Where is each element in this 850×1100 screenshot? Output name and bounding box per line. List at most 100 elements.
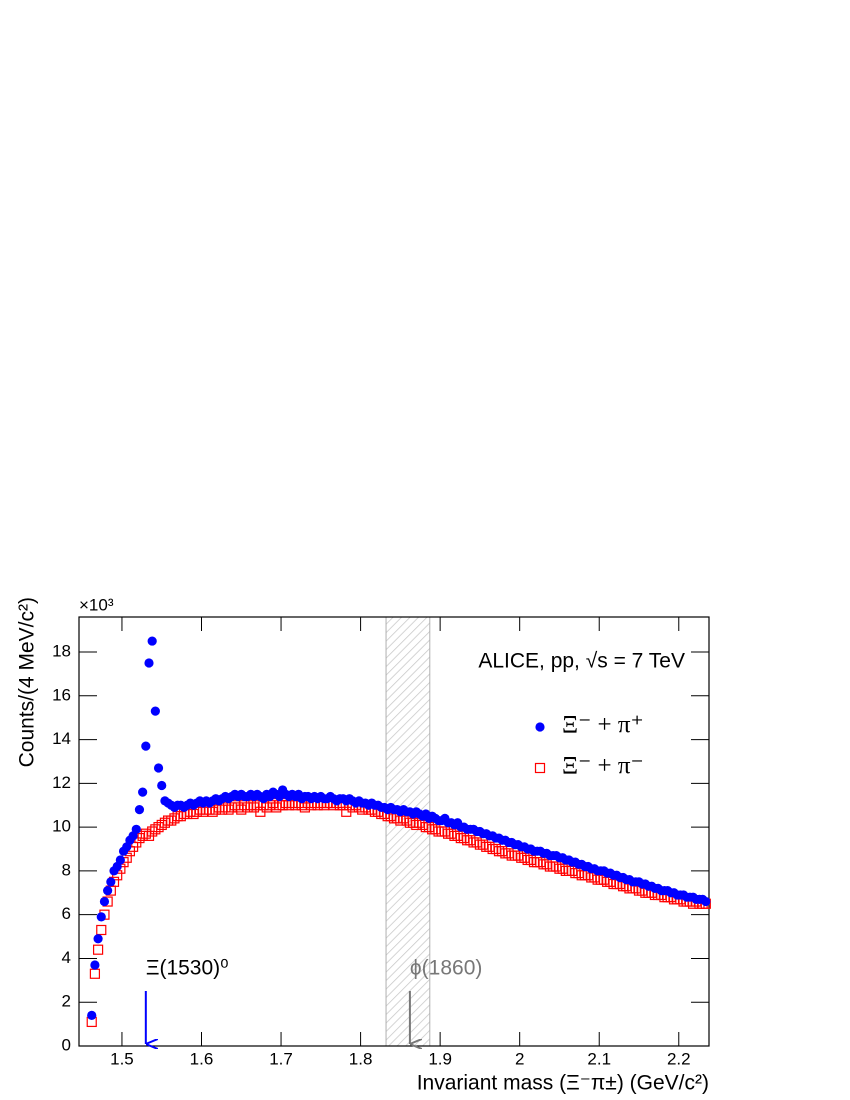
data-point: [150, 706, 160, 716]
data-point: [506, 850, 517, 861]
data-point: [147, 636, 157, 646]
data-point: [512, 850, 524, 861]
data-point: [528, 857, 540, 868]
annotation-label: ϕ(1860): [410, 957, 482, 980]
data-point: [277, 800, 288, 811]
data-point: [169, 813, 180, 824]
legend-label: Ξ⁻ + π⁻: [562, 753, 644, 780]
y-tick-label: 8: [62, 860, 71, 879]
data-point: [586, 872, 597, 883]
legend-marker: [534, 762, 546, 774]
data-point: [458, 832, 470, 844]
data-point: [449, 830, 460, 841]
y-tick-label: 4: [62, 948, 71, 967]
data-point: [283, 800, 295, 811]
data-point: [217, 804, 228, 815]
y-tick-label: 6: [62, 904, 71, 923]
data-point: [481, 841, 492, 852]
data-point: [252, 800, 263, 811]
data-point: [468, 837, 479, 848]
y-multiplier: ×10³: [79, 595, 114, 614]
data-point: [573, 867, 584, 879]
data-point: [210, 804, 221, 815]
data-point: [560, 865, 571, 876]
data-point: [226, 802, 237, 813]
data-point: [500, 848, 511, 859]
data-point: [576, 870, 587, 881]
data-point: [462, 835, 473, 846]
data-point: [455, 832, 466, 844]
data-point: [551, 861, 562, 872]
data-point: [608, 878, 619, 890]
data-point: [144, 658, 154, 668]
data-point: [490, 843, 501, 855]
x-axis-title: Invariant mass (Ξ⁻π±) (GeV/c²): [417, 1072, 709, 1095]
data-point: [153, 763, 164, 773]
data-point: [96, 912, 106, 922]
data-point: [484, 841, 495, 852]
y-axis-title: Counts/(4 MeV/c²): [16, 597, 39, 767]
data-point: [497, 846, 508, 857]
plot-frame: [78, 616, 710, 1047]
data-point: [465, 835, 476, 846]
data-point: [430, 824, 441, 835]
data-point: [493, 846, 505, 857]
data-point: [522, 854, 533, 866]
annotation-label: Ξ(1530)⁰: [146, 957, 229, 980]
x-tick-label: 1.8: [349, 1049, 373, 1068]
data-point: [547, 861, 559, 872]
data-point: [197, 806, 209, 817]
data-point: [87, 1010, 97, 1020]
data-point: [592, 874, 603, 885]
data-point: [509, 850, 521, 861]
data-point: [602, 876, 613, 887]
data-point: [516, 852, 527, 863]
data-point: [96, 924, 107, 936]
y-tick-label: 12: [52, 773, 71, 792]
data-point: [538, 859, 549, 870]
data-point: [232, 802, 244, 813]
data-point: [115, 855, 125, 865]
x-tick-label: 2.2: [667, 1049, 691, 1068]
data-point: [503, 848, 514, 859]
data-point: [541, 859, 552, 870]
data-point: [436, 826, 447, 837]
data-point: [290, 800, 301, 811]
y-tick-label: 16: [52, 685, 71, 704]
data-point: [525, 854, 536, 866]
data-point: [532, 857, 543, 868]
data-point: [103, 885, 113, 896]
data-point: [579, 870, 591, 881]
data-point: [433, 826, 444, 837]
data-point: [477, 839, 489, 850]
data-point: [701, 896, 711, 907]
data-point: [134, 805, 145, 815]
data-point: [90, 960, 100, 970]
data-point: [519, 852, 530, 863]
data-point: [141, 741, 151, 751]
legend-label: Ξ⁻ + π⁺: [562, 712, 644, 739]
data-point: [446, 828, 457, 839]
data-point: [535, 857, 546, 868]
data-point: [557, 863, 568, 874]
data-point: [264, 800, 276, 811]
data-point: [474, 839, 486, 850]
data-point: [274, 800, 285, 811]
data-point: [157, 780, 167, 791]
data-point: [442, 828, 454, 839]
data-point: [92, 944, 104, 955]
data-point: [131, 824, 141, 834]
data-point: [138, 787, 148, 797]
data-point: [245, 800, 256, 811]
data-point: [471, 837, 482, 848]
data-point: [452, 830, 463, 841]
data-point: [554, 863, 565, 874]
x-tick-label: 1.6: [190, 1049, 214, 1068]
legend-marker: [535, 722, 545, 732]
data-point: [595, 874, 606, 885]
y-tick-label: 2: [62, 992, 71, 1011]
y-tick-label: 10: [52, 817, 71, 836]
data-point: [99, 896, 110, 907]
x-tick-label: 1.5: [110, 1049, 134, 1068]
data-point: [567, 865, 578, 876]
